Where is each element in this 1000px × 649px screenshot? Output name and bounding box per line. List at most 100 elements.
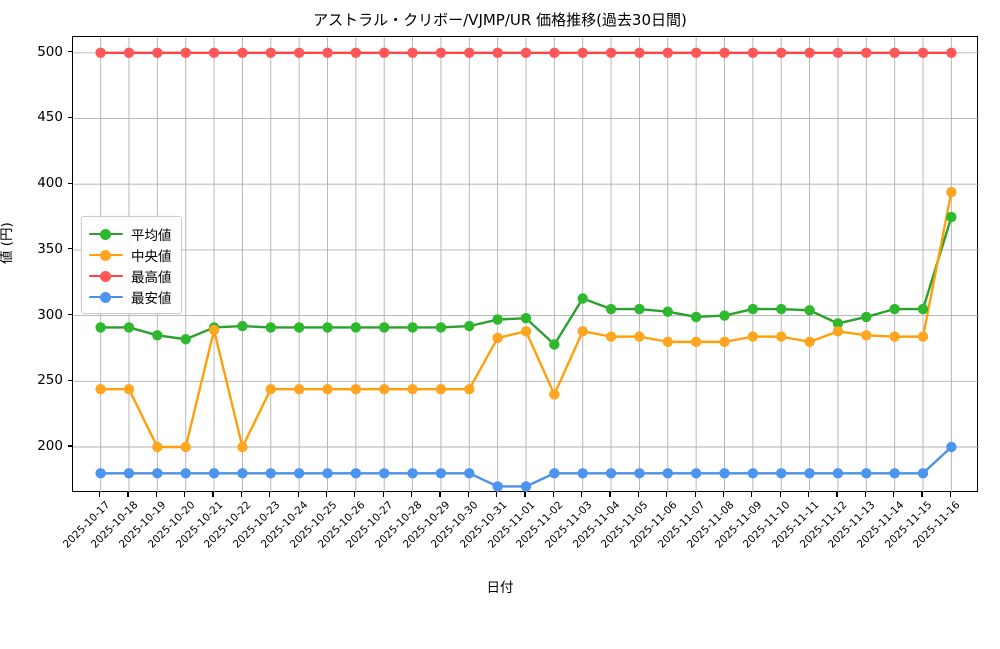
data-point	[407, 47, 418, 58]
data-point	[492, 332, 503, 344]
data-point	[747, 331, 759, 342]
data-point	[293, 47, 305, 58]
data-point	[293, 383, 305, 395]
data-point	[95, 468, 106, 479]
x-tick-mark	[666, 492, 668, 497]
x-tick-mark	[864, 492, 866, 497]
data-point	[152, 47, 163, 58]
data-point	[917, 331, 929, 342]
data-point	[152, 468, 163, 479]
x-tick-mark	[836, 492, 838, 497]
data-point	[95, 47, 106, 58]
x-tick-mark	[354, 492, 356, 497]
y-tick-mark	[67, 248, 72, 250]
data-point	[747, 47, 759, 58]
data-point	[293, 468, 305, 479]
data-point	[861, 468, 872, 479]
x-tick-mark	[694, 492, 696, 497]
data-point	[804, 305, 815, 316]
data-point	[180, 468, 191, 479]
data-point	[946, 211, 957, 223]
x-tick-mark	[155, 492, 157, 497]
data-point	[265, 47, 276, 58]
data-point	[95, 322, 106, 333]
data-point	[123, 383, 135, 395]
x-tick-mark	[807, 492, 810, 497]
data-point	[662, 336, 673, 348]
data-series-layer	[95, 47, 957, 492]
legend-swatch-icon	[89, 227, 123, 241]
data-point	[690, 311, 702, 323]
y-tick-mark	[67, 445, 72, 447]
chart-figure: アストラル・クリボー/VJMP/UR 価格推移(過去30日間) 値 (円) 日付…	[0, 11, 979, 596]
data-point	[605, 331, 617, 342]
data-point	[804, 336, 815, 348]
data-point	[776, 303, 787, 315]
x-tick-mark	[382, 492, 384, 497]
data-point	[520, 481, 532, 492]
data-point	[946, 186, 957, 198]
legend-label: 中央値	[131, 248, 172, 265]
data-point	[180, 441, 191, 453]
legend-item-2[interactable]: 最高値	[89, 265, 172, 286]
x-tick-mark	[921, 492, 923, 497]
data-point	[634, 331, 645, 342]
x-tick-mark	[240, 492, 242, 497]
data-point	[577, 468, 588, 479]
data-point	[549, 47, 560, 58]
legend-swatch-icon	[89, 290, 123, 304]
legend-item-3[interactable]: 最安値	[89, 286, 172, 307]
data-point	[520, 313, 532, 324]
data-point	[435, 468, 447, 479]
data-point	[917, 303, 929, 315]
data-point	[350, 468, 362, 479]
data-point	[662, 468, 673, 479]
data-point	[889, 331, 900, 342]
data-point	[492, 481, 503, 492]
data-point	[719, 336, 730, 348]
data-point	[690, 336, 702, 348]
data-point	[265, 322, 276, 333]
data-point	[634, 468, 645, 479]
data-point	[889, 303, 900, 315]
data-point	[123, 468, 135, 479]
data-point	[832, 468, 844, 479]
y-tick-mark	[67, 51, 72, 53]
legend-item-1[interactable]: 中央値	[89, 244, 172, 265]
data-point	[861, 311, 872, 323]
x-axis-ticks: 2025-10-17 2025-10-18 2025-10-19 2025-10-20…	[60, 492, 978, 572]
x-axis-label: 日付	[486, 580, 514, 596]
data-point	[435, 47, 447, 58]
x-tick-mark	[779, 492, 781, 497]
data-point	[776, 47, 787, 58]
data-point	[350, 47, 362, 58]
data-point	[407, 468, 418, 479]
data-point	[549, 468, 560, 479]
data-point	[861, 330, 872, 341]
x-tick-mark	[269, 492, 271, 497]
x-tick-mark	[467, 492, 469, 497]
data-point	[605, 468, 617, 479]
data-point	[804, 47, 815, 58]
y-tick-label: 350	[37, 240, 63, 257]
data-point	[322, 322, 333, 333]
legend-item-0[interactable]: 平均値	[89, 223, 172, 244]
x-tick-mark	[637, 492, 640, 497]
data-point	[322, 383, 333, 395]
data-point	[95, 383, 106, 395]
data-point	[464, 320, 475, 332]
x-tick-mark	[581, 492, 583, 497]
data-point	[719, 47, 730, 58]
legend-swatch-icon	[89, 269, 123, 283]
x-tick-mark	[127, 492, 129, 497]
y-tick-label: 300	[37, 306, 63, 323]
data-point	[861, 47, 872, 58]
data-point	[946, 47, 957, 58]
y-tick-label: 500	[37, 43, 63, 60]
x-tick-mark	[99, 492, 101, 497]
x-tick-mark	[722, 492, 725, 497]
data-point	[350, 383, 362, 395]
x-tick-mark	[212, 492, 214, 497]
data-point	[265, 468, 276, 479]
x-tick-mark	[609, 492, 611, 497]
